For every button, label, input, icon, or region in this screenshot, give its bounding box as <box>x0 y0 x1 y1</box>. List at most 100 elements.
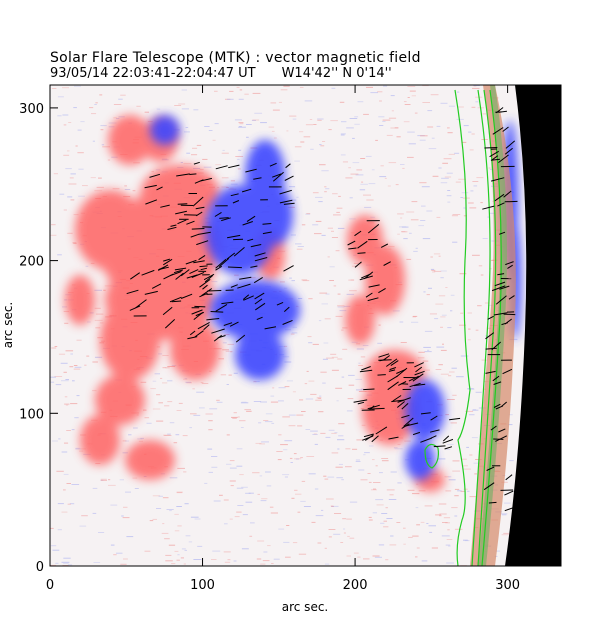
speckle-dot <box>220 374 227 376</box>
speckle-dot <box>215 164 222 166</box>
speckle-dot <box>209 317 214 319</box>
speckle-dot <box>277 459 282 461</box>
speckle-dot <box>57 529 62 531</box>
speckle-dot <box>283 85 290 87</box>
speckle-dot <box>417 357 425 359</box>
speckle-dot <box>382 119 391 121</box>
speckle-dot <box>397 233 400 235</box>
speckle-dot <box>57 254 62 256</box>
speckle-dot <box>336 400 339 402</box>
speckle-dot <box>229 518 233 520</box>
speckle-dot <box>98 177 102 179</box>
speckle-dot <box>267 545 271 547</box>
speckle-dot <box>194 518 201 520</box>
speckle-dot <box>180 557 184 559</box>
speckle-dot <box>320 432 326 434</box>
speckle-dot <box>324 191 327 193</box>
field-vector <box>392 395 402 402</box>
speckle-dot <box>58 353 66 355</box>
speckle-dot <box>305 429 311 430</box>
speckle-dot <box>463 207 466 209</box>
speckle-dot <box>366 86 373 88</box>
field-vector <box>378 353 390 358</box>
field-vector <box>163 258 171 262</box>
field-vector <box>371 407 385 410</box>
speckle-dot <box>342 161 348 163</box>
field-vector <box>272 173 282 178</box>
speckle-dot <box>238 149 242 151</box>
speckle-dot <box>110 504 118 506</box>
speckle-dot <box>176 410 182 411</box>
speckle-dot <box>63 311 70 312</box>
speckle-dot <box>100 478 107 480</box>
speckle-dot <box>394 127 399 129</box>
speckle-dot <box>353 262 362 264</box>
speckle-dot <box>308 473 316 475</box>
field-vector <box>378 287 386 294</box>
speckle-dot <box>446 172 453 174</box>
speckle-dot <box>489 268 492 270</box>
speckle-dot <box>337 439 345 441</box>
speckle-dot <box>488 167 491 169</box>
speckle-dot <box>428 525 436 527</box>
field-vector <box>160 204 170 208</box>
speckle-dot <box>61 451 68 453</box>
speckle-dot <box>246 136 249 138</box>
speckle-dot <box>385 507 388 509</box>
speckle-dot <box>419 182 427 184</box>
speckle-dot <box>368 183 376 185</box>
speckle-dot <box>336 211 340 213</box>
field-vector <box>245 168 257 173</box>
speckle-dot <box>119 479 124 481</box>
speckle-dot <box>229 467 237 469</box>
speckle-dot <box>149 520 154 522</box>
speckle-dot <box>408 536 413 538</box>
speckle-dot <box>93 562 101 563</box>
speckle-dot <box>461 192 469 194</box>
speckle-dot <box>349 118 358 119</box>
speckle-dot <box>476 177 484 179</box>
speckle-dot <box>437 458 446 460</box>
speckle-dot <box>331 87 336 89</box>
speckle-dot <box>212 550 221 552</box>
field-vector <box>199 177 213 182</box>
speckle-dot <box>303 506 311 507</box>
speckle-dot <box>144 111 149 113</box>
speckle-dot <box>229 480 236 482</box>
speckle-dot <box>301 411 306 412</box>
speckle-dot <box>229 460 235 462</box>
speckle-dot <box>380 522 385 524</box>
field-vector <box>211 328 225 334</box>
speckle-dot <box>380 165 384 167</box>
speckle-dot <box>390 535 394 537</box>
field-vector <box>262 231 272 235</box>
field-vector <box>215 258 227 269</box>
speckle-dot <box>392 310 400 312</box>
speckle-dot <box>264 421 273 423</box>
field-vector <box>359 275 373 281</box>
speckle-dot <box>279 281 285 283</box>
field-vector <box>272 171 284 182</box>
speckle-dot <box>314 443 318 445</box>
speckle-dot <box>92 390 97 392</box>
field-vector <box>141 269 155 276</box>
speckle-dot <box>181 548 186 550</box>
field-vector <box>204 275 214 283</box>
field-vector <box>221 217 231 222</box>
speckle-dot <box>327 476 335 478</box>
speckle-dot <box>297 246 304 247</box>
speckle-dot <box>360 388 364 390</box>
speckle-dot <box>393 447 398 449</box>
speckle-dot <box>68 183 77 185</box>
speckle-dot <box>447 132 453 134</box>
speckle-dot <box>241 486 248 488</box>
speckle-dot <box>504 502 511 504</box>
speckle-dot <box>292 391 296 393</box>
speckle-dot <box>415 247 418 249</box>
speckle-dot <box>448 375 452 377</box>
speckle-dot <box>208 429 213 431</box>
speckle-dot <box>331 356 338 358</box>
speckle-dot <box>67 196 73 198</box>
speckle-dot <box>261 441 269 443</box>
field-vector <box>403 417 414 427</box>
